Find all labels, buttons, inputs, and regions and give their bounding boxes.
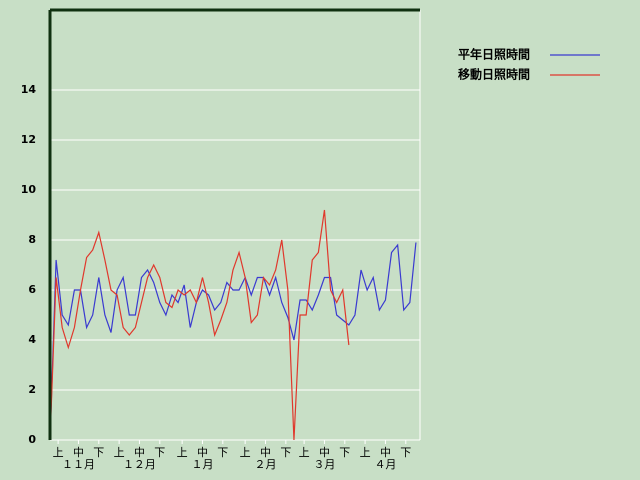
x-tick-label: 上 bbox=[177, 446, 188, 459]
x-tick-label: 中 bbox=[319, 446, 330, 459]
x-tick-label: 上 bbox=[114, 446, 125, 459]
x-tick-label: 下 bbox=[400, 446, 411, 459]
month-label: １１月 bbox=[62, 458, 95, 471]
x-tick-label: 中 bbox=[380, 446, 391, 459]
x-tick-label: 中 bbox=[197, 446, 208, 459]
legend-label: 平年日照時間 bbox=[458, 47, 530, 62]
y-tick-label: 8 bbox=[28, 233, 36, 246]
x-tick-label: 中 bbox=[134, 446, 145, 459]
series-line bbox=[49, 209, 350, 441]
x-tick-label: 下 bbox=[93, 446, 104, 459]
y-tick-label: 14 bbox=[21, 83, 37, 96]
y-tick-label: 10 bbox=[21, 183, 37, 196]
month-label: １月 bbox=[191, 458, 213, 471]
month-label: ４月 bbox=[374, 458, 396, 471]
series-line bbox=[49, 242, 417, 441]
y-tick-label: 4 bbox=[28, 333, 36, 346]
y-tick-label: 6 bbox=[28, 283, 36, 296]
y-tick-label: 0 bbox=[28, 433, 36, 446]
x-tick-label: 上 bbox=[360, 446, 371, 459]
x-tick-label: 上 bbox=[53, 446, 64, 459]
month-label: １２月 bbox=[123, 458, 156, 471]
x-tick-label: 中 bbox=[73, 446, 84, 459]
x-tick-label: 下 bbox=[154, 446, 165, 459]
y-tick-label: 2 bbox=[28, 383, 36, 396]
legend-label: 移動日照時間 bbox=[458, 67, 530, 82]
x-tick-label: 下 bbox=[339, 446, 350, 459]
month-label: ３月 bbox=[313, 458, 335, 471]
x-tick-label: 中 bbox=[260, 446, 271, 459]
x-tick-label: 下 bbox=[280, 446, 291, 459]
x-tick-label: 上 bbox=[299, 446, 310, 459]
y-tick-label: 12 bbox=[21, 133, 36, 146]
month-label: ２月 bbox=[254, 458, 276, 471]
x-tick-label: 上 bbox=[240, 446, 251, 459]
x-tick-label: 下 bbox=[217, 446, 228, 459]
